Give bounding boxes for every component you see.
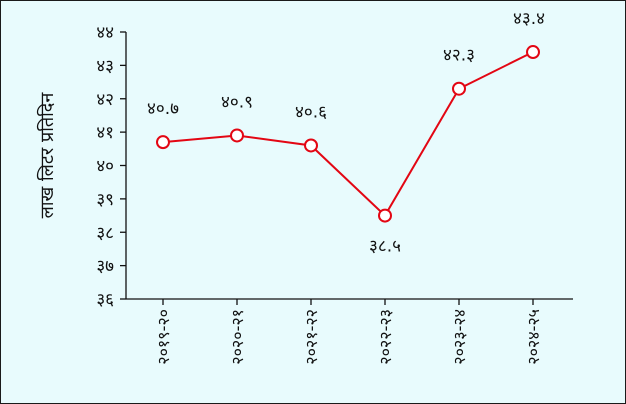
y-tick-label: ४० (96, 157, 114, 177)
data-label: ४३.४ (513, 9, 545, 29)
data-label: ४०.७ (147, 99, 179, 119)
x-tick-label: २०२४-२५ (524, 309, 543, 365)
x-tick-label: २०२२-२३ (376, 309, 395, 365)
y-axis-title: लाख लिटर प्रतिदिन (36, 92, 58, 219)
data-point (304, 138, 318, 153)
y-tick-label: ३६ (96, 290, 114, 310)
data-point (156, 135, 170, 150)
data-point (452, 81, 466, 96)
x-tick-label: २०२१-२२ (302, 309, 321, 365)
y-tick-label: ४२ (96, 90, 114, 110)
data-point (230, 128, 244, 143)
x-tick-label: २०१९-२० (154, 309, 173, 365)
y-tick-label: ४१ (96, 123, 114, 143)
y-axis-ticks: ३६ ३७ ३८ ३९ ४० ४१ ४२ ४३ ४४ (96, 23, 126, 310)
y-tick-label: ४४ (96, 23, 114, 43)
x-tick-label: २०२३-२४ (450, 309, 469, 365)
data-label: ४०.६ (295, 102, 327, 122)
data-point (378, 208, 392, 223)
y-tick-label: ३८ (96, 223, 114, 243)
axes (125, 32, 573, 300)
series-line (162, 51, 534, 218)
y-tick-label: ३७ (96, 257, 114, 277)
data-label: ४२.३ (443, 46, 475, 66)
y-tick-label: ३९ (96, 190, 114, 210)
data-point (526, 45, 540, 60)
data-label: ३८.५ (369, 237, 401, 257)
data-labels: ४०.७ ४०.९ ४०.६ ३८.५ ४२.३ ४३.४ (147, 9, 545, 257)
x-tick-label: २०२०-२१ (228, 309, 247, 365)
data-series (156, 45, 540, 223)
y-tick-label: ४३ (96, 56, 114, 76)
data-label: ४०.९ (221, 92, 253, 112)
x-axis-ticks: २०१९-२० २०२०-२१ २०२१-२२ २०२२-२३ २०२३-२४ २०२४-… (154, 299, 543, 365)
